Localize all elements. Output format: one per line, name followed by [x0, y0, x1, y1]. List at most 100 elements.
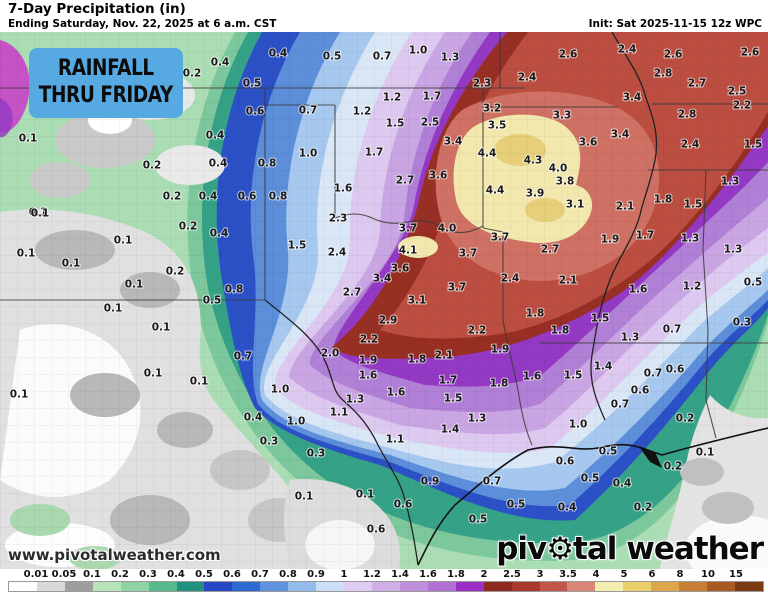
precip-label: 2.0	[321, 348, 340, 360]
colorbar-cell	[427, 582, 456, 591]
colorbar-cell	[511, 582, 540, 591]
colorbar-tick: 2.5	[503, 569, 521, 580]
gulf-coastline	[417, 427, 768, 566]
precip-label: 1.3	[721, 176, 740, 188]
precip-label: 1.5	[386, 118, 405, 130]
precip-label: 1.4	[594, 361, 613, 373]
colorbar-cell	[679, 582, 708, 591]
precip-label: 2.1	[559, 275, 578, 287]
colorbar-tick: 1	[340, 569, 348, 580]
watermark-url: www.pivotalweather.com	[8, 546, 221, 564]
precip-label: 1.0	[409, 45, 428, 57]
precip-label: 0.1	[356, 489, 375, 501]
colorbar-cell	[260, 582, 289, 591]
precip-label: 2.7	[396, 175, 415, 187]
precip-label: 0.3	[733, 317, 752, 329]
precip-label: 2.6	[664, 49, 683, 61]
precip-label: 2.9	[379, 315, 398, 327]
precip-label: 0.5	[323, 51, 342, 63]
colorbar-cell	[36, 582, 65, 591]
precip-label: 0.7	[234, 351, 253, 363]
precip-label: 2.4	[518, 72, 537, 84]
precip-label: 0.4	[613, 478, 632, 490]
mississippi-delta	[640, 448, 662, 468]
precip-label: 0.1	[190, 376, 209, 388]
precip-label: 2.4	[618, 44, 637, 56]
precip-label: 2.7	[688, 78, 707, 90]
precip-label: 3.6	[579, 137, 598, 149]
colorbar-cell	[567, 582, 596, 591]
colorbar-tick: 1.8	[447, 569, 465, 580]
precip-label: 2.4	[681, 139, 700, 151]
precip-label: 1.6	[334, 183, 353, 195]
colorbar-cell	[64, 582, 93, 591]
precip-label: 2.6	[559, 49, 578, 61]
precip-label: 2.5	[421, 117, 440, 129]
precip-label: 0.6	[238, 191, 257, 203]
precip-label: 0.4	[199, 191, 218, 203]
colorbar-tick: 0.5	[195, 569, 213, 580]
precip-label: 1.3	[724, 244, 743, 256]
precip-label: 1.2	[353, 106, 372, 118]
colorbar-tick: 2	[480, 569, 488, 580]
precip-label: 0.8	[258, 158, 277, 170]
precip-label: 0.6	[666, 364, 685, 376]
precip-label: 1.0	[299, 148, 318, 160]
valid-time-label: Ending Saturday, Nov. 22, 2025 at 6 a.m.…	[8, 18, 277, 30]
precip-label: 0.5	[203, 295, 222, 307]
precip-label: 0.1	[295, 491, 314, 503]
precip-label: 0.2	[143, 160, 162, 172]
precip-label: 0.7	[483, 476, 502, 488]
precip-label: 1.8	[654, 194, 673, 206]
precip-label: 1.5	[444, 393, 463, 405]
precip-label: 0.7	[644, 368, 663, 380]
precip-label: 0.2	[179, 221, 198, 233]
header-bar: 7-Day Precipitation (in) Ending Saturday…	[0, 0, 768, 32]
colorbar-cell	[651, 582, 680, 591]
colorbar-cell	[204, 582, 233, 591]
precip-label: 0.2	[183, 68, 202, 80]
precip-label: 2.4	[328, 247, 347, 259]
precip-label: 1.9	[491, 344, 510, 356]
precip-label: 0.7	[663, 324, 682, 336]
precip-label: 1.5	[591, 313, 610, 325]
precip-label: 1.7	[365, 147, 384, 159]
colorbar-tick: 0.7	[251, 569, 269, 580]
precip-label: 0.1	[10, 389, 29, 401]
precip-label: 2.1	[616, 201, 635, 213]
precip-label: 4.0	[438, 223, 457, 235]
precip-label: 1.0	[287, 416, 306, 428]
precip-label: 0.2	[163, 191, 182, 203]
colorbar-cell	[623, 582, 652, 591]
precip-label: 0.5	[507, 499, 526, 511]
colorbar-tick: 0.05	[51, 569, 77, 580]
colorbar-tick: 0.9	[307, 569, 325, 580]
colorbar-tick: 0.3	[139, 569, 157, 580]
precip-label: 0.2	[664, 461, 683, 473]
colorbar-tick: 1.4	[391, 569, 409, 580]
colorbar-tick: 3.5	[559, 569, 577, 580]
precip-label: 3.7	[448, 282, 467, 294]
precip-label: 0.2	[676, 413, 695, 425]
colorbar-cell	[176, 582, 205, 591]
precip-label: 3.1	[566, 199, 585, 211]
colorbar-scale	[8, 581, 764, 592]
precip-label: 1.7	[636, 230, 655, 242]
precip-label: 1.0	[271, 384, 290, 396]
precip-label: 0.5	[243, 78, 262, 90]
precip-label: 0.1	[152, 322, 171, 334]
pivotal-weather-logo: piv⚙tal weather	[496, 531, 764, 567]
colorbar-tick: 1.6	[419, 569, 437, 580]
colorbar-tick: 4	[592, 569, 600, 580]
colorbar-cell	[455, 582, 484, 591]
precip-label: 1.0	[569, 419, 588, 431]
colorbar-tick-labels: 0.01 0.05 0.1 0.2 0.3 0.4 0.5 0.6 0.7 0.8 0.9 1 1.2 1…	[8, 569, 764, 580]
precip-label: 0.6	[394, 499, 413, 511]
colorbar-cell	[371, 582, 400, 591]
precip-label: 4.3	[524, 155, 543, 167]
precip-label: 0.8	[269, 191, 288, 203]
precip-label: 0.8	[225, 284, 244, 296]
precip-label: 3.4	[611, 129, 630, 141]
logo-text-prefix: piv	[496, 531, 547, 567]
